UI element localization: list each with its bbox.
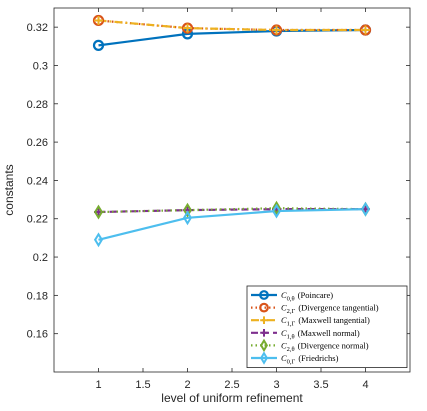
data-point	[93, 204, 104, 220]
data-point	[271, 203, 282, 219]
data-point	[183, 23, 192, 33]
legend-entry-label: C1,θ (Maxwell normal)	[281, 328, 360, 341]
legend-symbol: C	[281, 315, 287, 325]
legend: C0,θ (Poincare)C2,Γ (Divergence tangential…	[246, 285, 408, 368]
legend-entry-label: C1,Γ (Maxwell tangential)	[281, 315, 370, 328]
series-lines	[98, 19, 366, 241]
legend-entry-label: C2,Γ (Divergence tangential)	[281, 303, 379, 316]
x-tick-label: 2.5	[224, 379, 239, 391]
legend-subscript: 1,θ	[287, 333, 295, 340]
legend-symbol: C	[281, 303, 287, 313]
data-point	[94, 15, 103, 25]
legend-box	[246, 285, 408, 368]
data-point	[92, 39, 105, 51]
legend-description: (Maxwell normal)	[298, 328, 360, 338]
data-point	[93, 232, 104, 248]
y-tick-label: 0.16	[27, 329, 48, 341]
y-tick-label: 0.24	[27, 175, 48, 187]
legend-marker	[259, 351, 269, 365]
legend-marker	[260, 329, 268, 337]
y-tick-label: 0.32	[27, 22, 48, 34]
data-point	[272, 25, 281, 35]
x-tick-label: 3	[273, 379, 279, 391]
legend-description: (Divergence tangential)	[298, 303, 378, 313]
axis-ticks: 1 1.5 2 2.5 3 3.5 4 0.16 0.18 0.2 0.22 0.24 0.26 0.28…	[27, 8, 410, 391]
legend-description: (Poincare)	[298, 290, 334, 300]
legend-description: (Maxwell tangential)	[298, 315, 370, 325]
x-tick-label: 1	[95, 379, 101, 391]
y-tick-label: 0.28	[27, 99, 48, 111]
y-tick-label: 0.2	[33, 252, 48, 264]
data-point	[361, 25, 370, 35]
series-markers	[92, 14, 372, 248]
series-line	[98, 19, 366, 32]
legend-symbol: C	[281, 353, 287, 363]
x-tick-label: 1.5	[135, 379, 150, 391]
legend-subscript: 0,θ	[287, 296, 295, 303]
data-point	[182, 202, 193, 218]
x-axis-label: level of uniform refinement	[161, 391, 303, 405]
legend-symbol: C	[281, 328, 287, 338]
y-tick-label: 0.26	[27, 137, 48, 149]
legend-subscript: 2,Γ	[287, 308, 296, 315]
x-tick-label: 3.5	[313, 379, 328, 391]
legend-marker	[259, 290, 269, 300]
legend-symbol: C	[281, 340, 287, 350]
legend-subscript: 2,θ	[287, 346, 295, 353]
data-point	[271, 200, 282, 216]
data-point	[182, 210, 193, 226]
legend-description: (Friedrichs)	[298, 353, 338, 363]
legend-marker	[259, 302, 269, 313]
y-tick-label: 0.18	[27, 290, 48, 302]
legend-description: (Divergence normal)	[298, 340, 369, 350]
legend-entry-label: C2,θ (Divergence normal)	[281, 340, 369, 353]
x-tick-label: 4	[362, 379, 368, 391]
legend-subscript: 1,Γ	[287, 321, 296, 328]
y-tick-label: 0.22	[27, 214, 48, 226]
legend-symbol: C	[281, 290, 287, 300]
legend-subscript: 0,Γ	[287, 359, 296, 366]
y-tick-label: 0.3	[33, 60, 48, 72]
x-tick-label: 2	[184, 379, 190, 391]
series-line	[98, 208, 366, 241]
y-axis-label: constants	[2, 164, 16, 215]
legend-marker	[259, 338, 269, 353]
series-line	[98, 28, 366, 47]
legend-entry-label: C0,θ (Poincare)	[281, 290, 333, 303]
data-point	[360, 201, 371, 217]
legend-marker	[260, 316, 268, 324]
legend-entry-label: C0,Γ (Friedrichs)	[281, 353, 339, 366]
